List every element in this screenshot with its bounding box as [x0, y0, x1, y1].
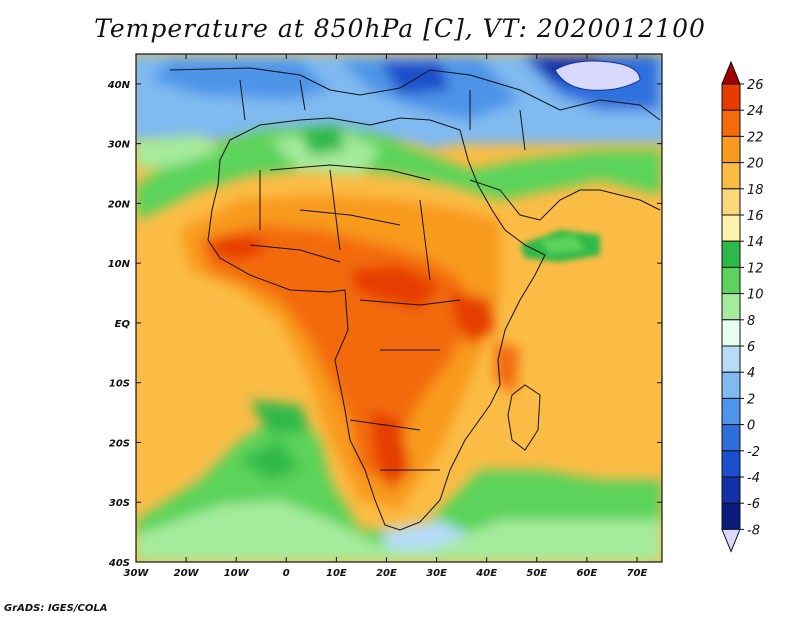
x-tick-label: 10W — [224, 568, 250, 579]
colorbar-label: 18 — [747, 183, 764, 198]
colorbar-label: 10 — [747, 288, 764, 303]
y-tick-label: 40S — [108, 558, 130, 569]
temperature-field — [136, 54, 662, 562]
x-tick-label: 30E — [426, 568, 447, 579]
colorbar-label: 26 — [747, 78, 764, 93]
colorbar-box — [721, 319, 741, 347]
colorbar-label: -8 — [747, 523, 760, 538]
colorbar-label: 22 — [747, 130, 764, 145]
colorbar-box — [721, 293, 741, 321]
colorbar-box — [721, 502, 741, 530]
credit-label: GrADS: IGES/COLA — [4, 603, 108, 614]
colorbar-box — [721, 266, 741, 295]
x-tick-label: 50E — [526, 568, 547, 579]
colorbar-box — [721, 371, 741, 399]
colorbar-label: 20 — [747, 157, 764, 172]
x-tick-label: 70E — [627, 568, 648, 579]
colorbar-label: 0 — [747, 419, 755, 434]
colorbar-box — [721, 424, 741, 452]
y-tick-label: EQ — [115, 319, 131, 330]
colorbar-box — [721, 214, 741, 242]
colorbar-box — [721, 345, 741, 373]
colorbar-box — [721, 83, 741, 111]
x-tick-label: 0 — [283, 568, 290, 579]
y-tick-label: 20S — [109, 438, 130, 449]
colorbar-box — [721, 240, 741, 268]
colorbar-box — [721, 476, 741, 504]
colorbar-label: 16 — [747, 209, 764, 224]
colorbar-box — [721, 188, 741, 216]
x-tick-label: 10E — [326, 568, 347, 579]
colorbar-box — [721, 397, 741, 426]
axis-ticks: 30W 20W 10W 0 10E 20E 30E 40E 50E 60E 70E 40N 30N 20N… — [107, 54, 662, 579]
colorbar-top-arrow — [721, 60, 741, 85]
colorbar-label: 6 — [747, 340, 755, 355]
colorbar-label: 24 — [747, 104, 764, 119]
colorbar-label: 4 — [747, 366, 755, 381]
plot-frame — [135, 53, 663, 563]
colorbar-box — [721, 135, 741, 164]
y-tick-label: 10S — [109, 379, 130, 390]
colorbar-label: -4 — [747, 471, 760, 486]
y-tick-label: 30N — [108, 140, 131, 151]
map-title: Temperature at 850hPa [C], VT: 202001210… — [94, 14, 706, 43]
colorbar-box — [721, 109, 741, 137]
x-tick-label: 40E — [475, 568, 497, 579]
x-tick-label: 30W — [124, 568, 150, 579]
x-tick-label: 20E — [376, 568, 397, 579]
y-tick-label: 30S — [109, 498, 130, 509]
x-tick-label: 60E — [576, 568, 597, 579]
colorbar-label: 14 — [747, 235, 764, 250]
colorbar-label: 2 — [747, 392, 755, 407]
colorbar-label: 12 — [747, 261, 764, 276]
colorbar-box — [721, 450, 741, 478]
colorbar-label: -6 — [747, 497, 760, 512]
colorbar-bottom-arrow — [721, 528, 741, 553]
y-tick-label: 40N — [107, 80, 131, 91]
colorbar-label: -2 — [747, 445, 760, 460]
colorbar-label: 8 — [747, 314, 755, 329]
coastlines — [169, 67, 661, 531]
y-tick-label: 10N — [108, 259, 131, 270]
y-tick-label: 20N — [108, 199, 131, 210]
colorbar-box — [721, 162, 741, 190]
x-tick-label: 20W — [174, 568, 200, 579]
